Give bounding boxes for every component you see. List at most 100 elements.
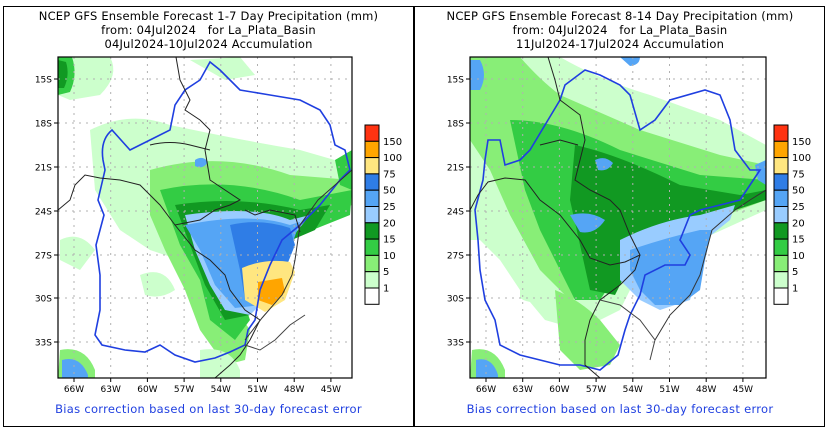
precip-map-week2: 15S 18S 21S 24S 27S 30S 33S 66W 63W 60W 57W 54W 51W 4…	[447, 56, 811, 396]
precip-region	[620, 57, 640, 66]
colorbar-swatch	[773, 254, 789, 273]
colorbar-label: 75	[383, 169, 396, 180]
lon-tick-label: 54W	[211, 385, 231, 395]
panel-title-line1: NCEP GFS Ensemble Forecast 1-7 Day Preci…	[38, 9, 379, 23]
precip-region	[755, 160, 766, 185]
panel-title-line2: from: 04Jul2024 for La_Plata_Basin	[101, 23, 316, 37]
lon-tick-label: 45W	[321, 385, 341, 395]
colorbar-label: 100	[383, 153, 402, 164]
lon-tick-label: 60W	[137, 385, 157, 395]
lon-tick-label: 51W	[247, 385, 267, 395]
precip-region	[470, 60, 484, 90]
colorbar-label: 75	[792, 169, 805, 180]
precip-region	[62, 359, 88, 378]
precip-fill-week1	[58, 57, 352, 378]
colorbar-label: 150	[383, 137, 402, 148]
colorbar-label: 5	[792, 267, 798, 278]
country-border	[244, 209, 301, 233]
country-border	[174, 224, 261, 378]
colorbar-label: 20	[792, 218, 805, 229]
panel-footer-note: Bias correction based on last 30-day for…	[55, 402, 362, 416]
lon-tick-label: 66W	[476, 385, 496, 395]
lon-tick-label: 51W	[659, 385, 679, 395]
colorbar-label: 15	[383, 235, 396, 246]
colorbar-swatch	[364, 254, 380, 273]
lon-tick-label: 57W	[586, 385, 606, 395]
lat-tick-label: 27S	[447, 252, 464, 262]
colorbar-swatch	[364, 238, 380, 256]
precip-region	[630, 230, 712, 305]
lat-tick-label: 21S	[447, 164, 464, 174]
lat-tick-label: 33S	[447, 339, 464, 349]
lon-tick-label: 48W	[696, 385, 716, 395]
lon-tick-label: 63W	[513, 385, 533, 395]
lon-tick-label: 57W	[174, 385, 194, 395]
panel-divider	[413, 6, 415, 427]
colorbar-swatch	[773, 238, 789, 256]
colorbar-swatch	[773, 271, 789, 289]
lon-tick-label: 66W	[64, 385, 84, 395]
colorbar-swatch	[364, 157, 380, 175]
lat-tick-label: 18S	[35, 120, 52, 130]
colorbar-label: 25	[792, 202, 805, 213]
precip-region	[58, 60, 68, 88]
lon-tick-label: 63W	[101, 385, 121, 395]
lat-tick-label: 21S	[35, 164, 52, 174]
colorbar-label: 20	[383, 218, 396, 229]
precip-region	[60, 236, 95, 270]
colorbar-swatch	[773, 222, 789, 240]
map-frame	[57, 56, 353, 379]
colorbar-swatch	[773, 189, 789, 207]
axes-week2: 15S 18S 21S 24S 27S 30S 33S 66W 63W 60W 57W 54W 51W 4…	[447, 76, 753, 396]
colorbar-label: 15	[792, 235, 805, 246]
panel-title-line2: from: 04Jul2024 for La_Plata_Basin	[512, 23, 728, 37]
panel-week1: NCEP GFS Ensemble Forecast 1-7 Day Preci…	[4, 0, 413, 435]
precip-region	[476, 359, 498, 378]
basin-boundary	[94, 60, 351, 363]
coastline	[654, 189, 766, 341]
lon-tick-label: 45W	[733, 385, 753, 395]
colorbar-swatch	[364, 173, 380, 191]
lat-tick-label: 30S	[447, 295, 464, 305]
precip-fill-week2	[470, 57, 766, 378]
colorbar-swatch	[773, 287, 789, 305]
colorbar-swatch	[773, 140, 789, 159]
colorbar-swatch	[773, 206, 789, 224]
panel-footer-note: Bias correction based on last 30-day for…	[466, 402, 774, 416]
colorbar-swatch	[364, 287, 380, 305]
colorbar-label: 100	[792, 153, 811, 164]
precip-region	[258, 278, 285, 305]
lon-tick-label: 60W	[549, 385, 569, 395]
colorbar-label: 50	[792, 186, 805, 197]
panel-title-line3: 11Jul2024-17Jul2024 Accumulation	[515, 37, 725, 51]
colorbar-label: 1	[383, 284, 389, 295]
precip-region	[595, 158, 613, 171]
axes-week1: 15S 18S 21S 24S 27S 30S 33S 66W 63W 60W 57W 54W 51W 4…	[35, 76, 341, 396]
precip-region	[200, 349, 240, 378]
colorbar-swatch	[364, 189, 380, 207]
colorbar-swatch	[773, 173, 789, 191]
lat-tick-label: 30S	[35, 295, 52, 305]
panel-title-line1: NCEP GFS Ensemble Forecast 8-14 Day Prec…	[446, 9, 794, 23]
precip-region	[190, 57, 255, 80]
country-border	[58, 57, 241, 226]
country-border	[539, 139, 579, 146]
panel-title-line3: 04Jul2024-10Jul2024 Accumulation	[104, 37, 313, 51]
lat-tick-label: 15S	[35, 76, 52, 86]
country-border	[149, 142, 211, 151]
colorbar-swatch	[364, 140, 380, 159]
lon-tick-label: 48W	[284, 385, 304, 395]
colorbar-label: 5	[383, 267, 389, 278]
colorbar-label: 10	[792, 251, 805, 262]
colorbar-swatch	[364, 206, 380, 224]
colorbar-swatch	[364, 124, 380, 142]
colorbar-swatch	[773, 124, 789, 142]
graticule-week2	[470, 57, 766, 378]
lon-tick-label: 54W	[623, 385, 643, 395]
colorbar-label: 150	[792, 137, 811, 148]
lat-tick-label: 24S	[447, 208, 464, 218]
colorbar-label: 10	[383, 251, 396, 262]
colorbar-swatch	[364, 222, 380, 240]
colorbar-swatch	[364, 271, 380, 289]
